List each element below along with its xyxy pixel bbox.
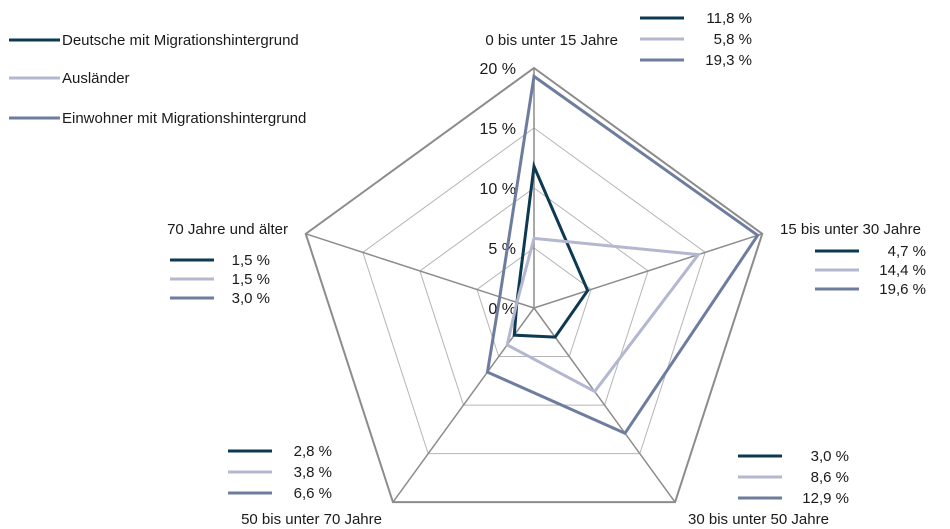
axis-spoke	[392, 307, 535, 503]
axis-spoke	[533, 307, 676, 503]
radial-tick-labels: 0 % 5 % 10 % 15 % 20 %	[480, 61, 516, 318]
radar-grid	[304, 66, 764, 504]
value-label: 8,6 %	[811, 469, 849, 486]
value-label: 6,6 %	[294, 485, 332, 502]
value-label: 12,9 %	[802, 490, 849, 507]
category-labels: 0 bis unter 15 Jahre 15 bis unter 30 Jahr…	[167, 32, 921, 528]
value-label: 1,5 %	[232, 252, 270, 269]
value-label: 5,8 %	[714, 31, 752, 48]
value-label: 14,4 %	[879, 262, 926, 279]
value-label: 19,3 %	[705, 52, 752, 69]
grid-ring	[419, 187, 649, 406]
axis-spoke	[533, 233, 763, 309]
radial-tick-label: 20 %	[480, 61, 516, 78]
radial-tick-label: 0 %	[488, 301, 516, 318]
category-label: 15 bis unter 30 Jahre	[780, 221, 921, 238]
series-line-1	[512, 160, 590, 339]
value-label: 1,5 %	[232, 271, 270, 288]
value-label-blocks: 11,8 % 5,8 % 19,3 % 4,7 % 14,4 % 19,6 % 3,0 % 8…	[170, 10, 926, 507]
value-label: 3,0 %	[811, 448, 849, 465]
series-line-2	[505, 236, 702, 394]
radar-axes	[305, 68, 763, 503]
value-label: 19,6 %	[879, 281, 926, 298]
category-label: 50 bis unter 70 Jahre	[241, 511, 382, 528]
grid-ring	[304, 66, 764, 504]
radial-tick-label: 10 %	[480, 181, 516, 198]
grid-ring	[362, 127, 706, 455]
radial-tick-label: 15 %	[480, 121, 516, 138]
legend-label: Ausländer	[62, 70, 130, 87]
legend-label: Einwohner mit Migrationshintergrund	[62, 110, 306, 127]
value-label: 3,8 %	[294, 464, 332, 481]
legend-label: Deutsche mit Migrationshintergrund	[62, 32, 299, 49]
radar-series	[485, 73, 760, 436]
value-label: 4,7 %	[888, 243, 926, 260]
value-label: 3,0 %	[232, 290, 270, 307]
value-label: 2,8 %	[294, 443, 332, 460]
grid-ring	[476, 247, 592, 358]
category-label: 70 Jahre und älter	[167, 221, 288, 238]
category-label: 30 bis unter 50 Jahre	[688, 511, 829, 528]
series-line-3	[485, 73, 760, 436]
radial-tick-label: 5 %	[488, 241, 516, 258]
value-label: 11,8 %	[706, 10, 752, 27]
category-label: 0 bis unter 15 Jahre	[485, 32, 618, 49]
legend: Deutsche mit Migrationshintergrund Auslän…	[9, 32, 306, 127]
axis-spoke	[305, 233, 535, 309]
